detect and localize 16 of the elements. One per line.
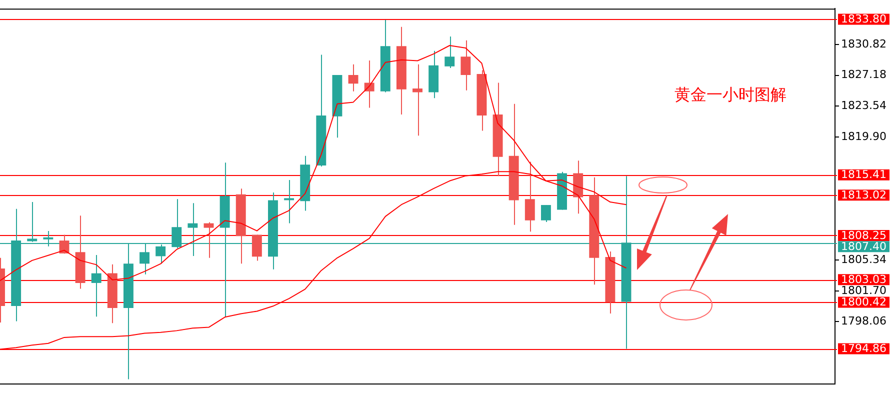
y-tick-label: 1801.70 [841,284,886,297]
ref-line-label: 1815.41 [841,168,886,182]
ref-line-label: 1794.86 [841,342,886,356]
text: 黄金一小时图解 [674,84,787,104]
y-tick-label: 1819.90 [841,130,886,143]
y-tick-label: 1805.34 [841,252,886,266]
y-tick-label: 1798.06 [841,314,886,328]
y-tick-label: 1827.18 [841,68,886,82]
y-tick-label: 1823.54 [841,98,886,112]
ref-line-label: 1813.02 [841,188,886,202]
y-tick-label: 1830.82 [841,37,886,50]
ref-line-label: 1833.80 [841,12,886,26]
ref-line-label: 1800.42 [841,296,886,309]
ref-line-label: 1803.03 [841,273,886,286]
ref-line-label: 1808.25 [841,228,886,242]
ref-line-label: 1807.40 [841,240,886,254]
